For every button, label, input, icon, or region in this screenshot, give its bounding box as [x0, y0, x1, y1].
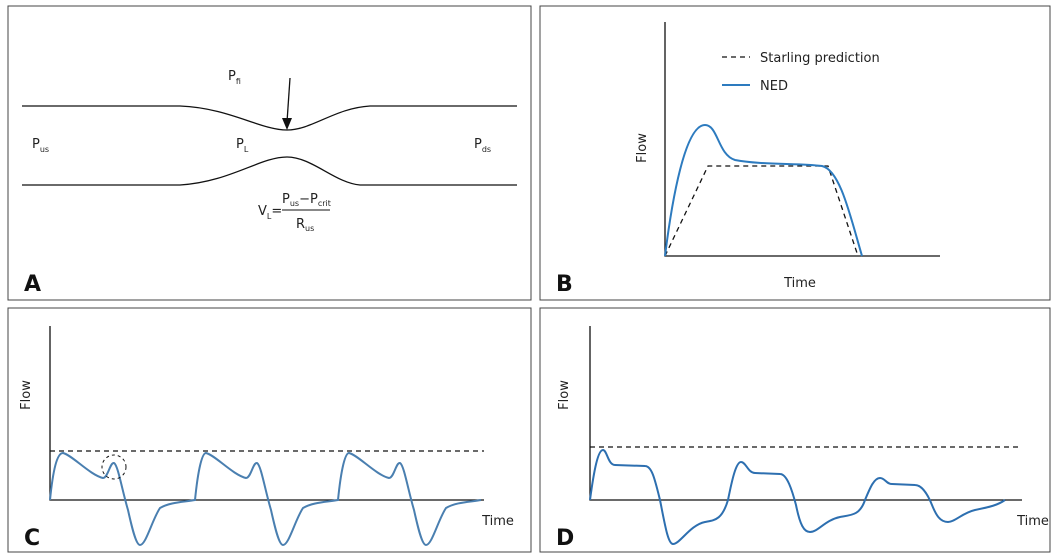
y-axis-label: Flow: [557, 380, 572, 410]
panel-letter: A: [24, 272, 41, 297]
p-fi: Pfi: [228, 69, 241, 86]
p-ds: Pds: [474, 137, 491, 154]
highlight-circle: [101, 454, 127, 480]
panel-letter: C: [24, 526, 40, 551]
axes: [49, 326, 484, 501]
formula-numerator: Pus−Pcrit: [282, 192, 331, 208]
panel-c: Flow Time C: [19, 326, 514, 551]
x-axis-label: Time: [481, 514, 514, 529]
x-axis-label: Time: [1016, 514, 1049, 529]
vessel-wall: [22, 156, 517, 186]
panel-frame: [7, 307, 532, 553]
vessel-wall: [22, 105, 517, 131]
p-l: PL: [236, 137, 249, 154]
panel-letter: B: [556, 272, 573, 297]
panel-letter: D: [556, 526, 574, 551]
panel-b: Starling prediction NED Flow Time B: [556, 22, 940, 297]
y-axis-label: Flow: [635, 133, 650, 163]
ned-curve: [664, 123, 863, 257]
panel-d: Flow Time D: [556, 326, 1049, 551]
legend-label: Starling prediction: [760, 51, 880, 66]
panel-frame: [539, 5, 1051, 301]
panel-frame: [539, 307, 1051, 553]
flow-waveform: [49, 451, 482, 547]
starling-curve: [664, 165, 859, 257]
arrow: [286, 77, 291, 123]
flow-waveform: [589, 448, 1006, 546]
x-axis-label: Time: [783, 276, 816, 291]
p-us: Pus: [32, 137, 49, 154]
panel-a: Pfi Pus PL Pds VL= Pus−Pcrit Rus A: [22, 69, 517, 297]
y-axis-label: Flow: [19, 380, 34, 410]
legend-label: NED: [760, 79, 788, 94]
axes: [589, 326, 1022, 501]
formula-denominator: Rus: [296, 217, 314, 233]
panel-frame: [7, 5, 532, 301]
formula-lhs: VL=: [258, 204, 282, 221]
arrow-head: [282, 118, 292, 130]
